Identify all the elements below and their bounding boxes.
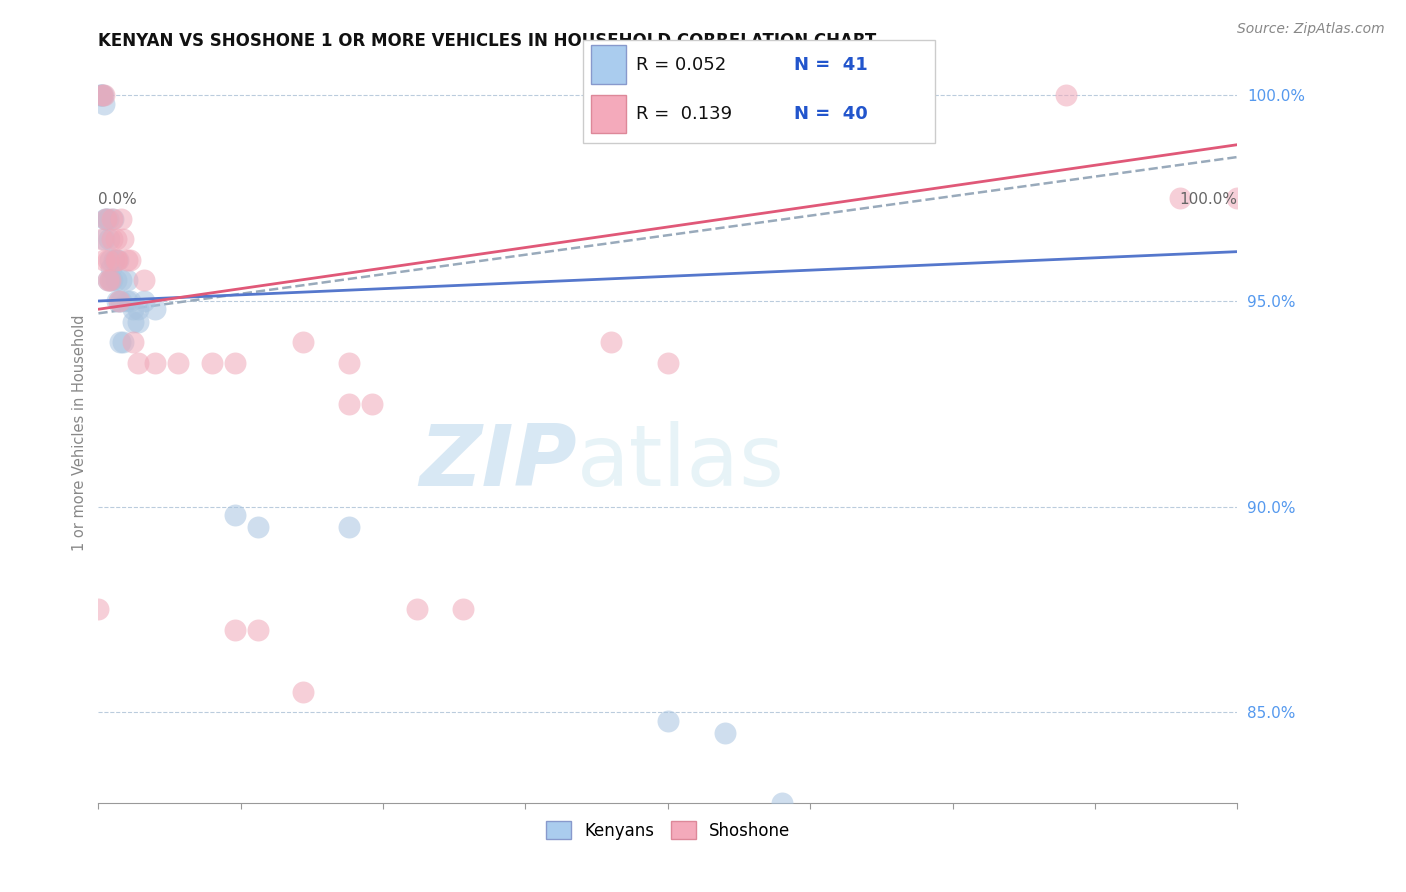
Point <box>224 356 246 370</box>
Text: 100.0%: 100.0% <box>1180 192 1237 207</box>
Point <box>98 273 121 287</box>
Point <box>105 252 128 267</box>
Point <box>96 273 118 287</box>
Point <box>224 508 246 522</box>
Point <box>101 273 124 287</box>
Point <box>108 293 131 308</box>
Point <box>132 293 155 308</box>
Text: KENYAN VS SHOSHONE 1 OR MORE VEHICLES IN HOUSEHOLD CORRELATION CHART: KENYAN VS SHOSHONE 1 OR MORE VEHICLES IN… <box>98 32 877 50</box>
Point <box>115 273 138 287</box>
Point <box>90 88 112 103</box>
Point <box>96 273 118 287</box>
Text: R =  0.139: R = 0.139 <box>637 105 733 123</box>
Point <box>90 88 112 103</box>
Point <box>406 602 429 616</box>
Point <box>127 302 149 317</box>
Point <box>337 520 360 534</box>
Point <box>115 252 138 267</box>
Point <box>87 602 110 616</box>
Point <box>120 293 142 308</box>
Point <box>90 232 112 246</box>
Point <box>93 232 115 246</box>
Point <box>90 88 112 103</box>
Point <box>96 252 118 267</box>
Point <box>104 232 127 246</box>
Point <box>89 88 111 103</box>
Point <box>337 397 360 411</box>
Point <box>360 397 382 411</box>
Point <box>98 273 121 287</box>
Point <box>98 252 121 267</box>
Point <box>107 252 129 267</box>
Point <box>246 623 269 637</box>
Point <box>110 293 132 308</box>
Point <box>167 356 190 370</box>
Point <box>132 273 155 287</box>
Point <box>101 211 124 226</box>
Point <box>112 335 135 350</box>
FancyBboxPatch shape <box>591 45 626 84</box>
Point <box>770 796 793 810</box>
Point <box>96 211 118 226</box>
Point <box>103 211 125 226</box>
Text: 0.0%: 0.0% <box>98 192 138 207</box>
Point <box>714 726 737 740</box>
Point <box>115 293 138 308</box>
Point <box>451 602 474 616</box>
Text: N =  41: N = 41 <box>794 56 868 74</box>
Point <box>94 211 117 226</box>
Point <box>337 356 360 370</box>
Point <box>93 252 115 267</box>
Point <box>224 623 246 637</box>
Point <box>93 88 115 103</box>
Point <box>246 520 269 534</box>
Point <box>1054 88 1078 103</box>
Point <box>127 356 149 370</box>
Text: Source: ZipAtlas.com: Source: ZipAtlas.com <box>1237 22 1385 37</box>
Point <box>145 356 167 370</box>
Point <box>657 714 679 728</box>
Text: atlas: atlas <box>576 421 785 504</box>
Point <box>145 302 167 317</box>
Point <box>96 211 118 226</box>
FancyBboxPatch shape <box>583 40 935 143</box>
Point <box>108 293 131 308</box>
Point <box>104 273 127 287</box>
Point <box>1170 191 1192 205</box>
Point <box>201 356 224 370</box>
Point <box>121 314 143 328</box>
Point <box>121 335 143 350</box>
Point <box>108 335 131 350</box>
Point <box>93 96 115 111</box>
Point <box>103 252 125 267</box>
Point <box>97 232 120 246</box>
Point <box>121 302 143 317</box>
Point <box>292 335 315 350</box>
Point <box>112 232 135 246</box>
Point <box>120 252 142 267</box>
Text: ZIP: ZIP <box>419 421 576 504</box>
Point <box>657 356 679 370</box>
Point <box>292 684 315 698</box>
Point <box>127 314 149 328</box>
Text: R = 0.052: R = 0.052 <box>637 56 727 74</box>
Point <box>101 232 124 246</box>
Point <box>104 252 127 267</box>
Point <box>100 261 122 276</box>
Point <box>104 252 127 267</box>
Point <box>110 211 132 226</box>
Point <box>600 335 623 350</box>
Point <box>1226 191 1249 205</box>
Legend: Kenyans, Shoshone: Kenyans, Shoshone <box>538 814 797 847</box>
Point <box>91 88 114 103</box>
Point <box>110 273 132 287</box>
Text: N =  40: N = 40 <box>794 105 868 123</box>
Y-axis label: 1 or more Vehicles in Household: 1 or more Vehicles in Household <box>72 314 87 551</box>
Point <box>96 211 118 226</box>
Point <box>105 293 128 308</box>
FancyBboxPatch shape <box>591 95 626 134</box>
